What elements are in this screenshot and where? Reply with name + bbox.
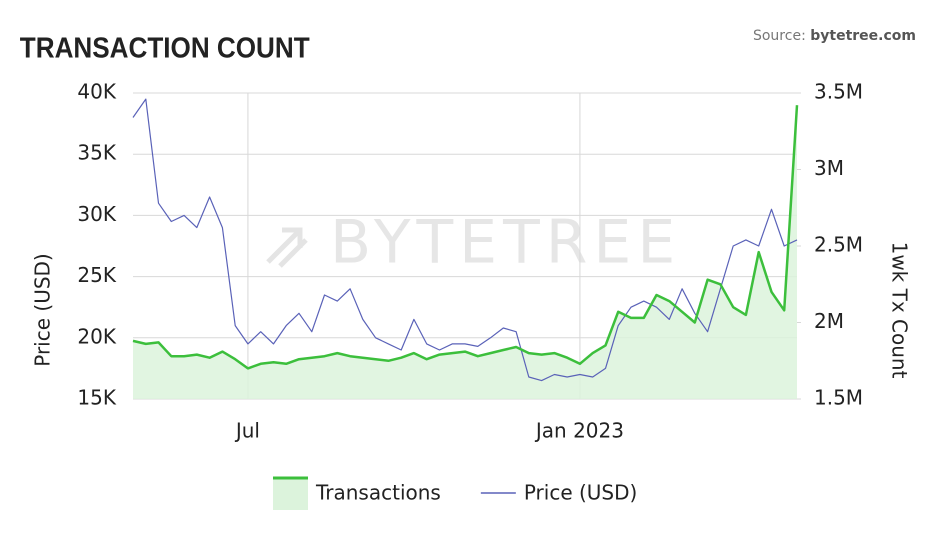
x-tick-label: Jan 2023 (534, 419, 624, 443)
y-tick-label: 40K (77, 80, 116, 104)
source-label: Source: (753, 28, 806, 44)
y2-axis-title: 1wk Tx Count (888, 242, 912, 379)
source-site: bytetree.com (810, 28, 916, 44)
y-tick-label: 35K (77, 141, 116, 165)
y2-tick-label: 2M (814, 309, 844, 333)
y-axis-title: Price (USD) (31, 253, 55, 367)
y2-tick-label: 2.5M (814, 233, 863, 257)
source: Source: bytetree.com (753, 28, 916, 44)
watermark: BYTETREE (330, 208, 681, 278)
area (133, 105, 797, 399)
y2-tick-label: 3.5M (814, 80, 863, 104)
line (132, 105, 799, 370)
y-tick-label: 15K (77, 386, 116, 410)
y-tick-label: 30K (77, 202, 116, 226)
y-tick-label: 20K (77, 324, 116, 348)
y2-tick-label: 1.5M (814, 386, 863, 410)
y2-tick-label: 3M (814, 156, 844, 180)
legend-label: Transactions (315, 481, 441, 505)
legend-label: Price (USD) (524, 481, 638, 505)
line (132, 98, 798, 382)
legend-swatch (273, 478, 308, 510)
x-tick-label: Jul (234, 419, 260, 443)
y-tick-label: 25K (77, 263, 116, 287)
watermark-icon (266, 227, 308, 268)
chart-title: TRANSACTION COUNT (20, 31, 310, 64)
